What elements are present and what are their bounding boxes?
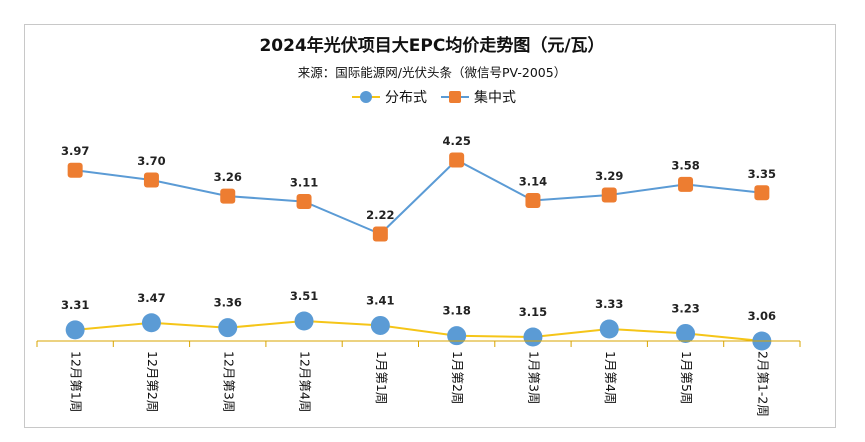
x-tick-label: 1月第1周 <box>374 351 389 404</box>
data-point <box>599 319 619 339</box>
data-point <box>141 313 161 333</box>
data-label: 3.11 <box>290 176 318 190</box>
data-label: 3.26 <box>214 170 242 184</box>
data-label: 3.23 <box>671 301 699 315</box>
x-tick-label: 12月第1周 <box>69 351 84 412</box>
data-label: 3.35 <box>748 167 776 181</box>
data-point <box>67 162 83 178</box>
legend-marker <box>360 91 372 103</box>
data-label: 3.70 <box>137 154 165 168</box>
legend-label: 分布式 <box>385 90 427 106</box>
data-point <box>525 192 541 208</box>
series-line <box>75 158 763 236</box>
data-label: 3.06 <box>748 309 776 323</box>
data-point <box>754 185 770 201</box>
chart-subtitle: 来源：国际能源网/光伏头条（微信号PV-2005） <box>298 65 566 80</box>
data-point <box>220 188 236 204</box>
x-tick-label: 1月第2周 <box>450 351 465 404</box>
data-label: 3.41 <box>366 293 394 307</box>
x-tick-label: 12月第2周 <box>145 351 160 412</box>
data-point <box>65 320 85 340</box>
chart-title: 2024年光伏项目大EPC均价走势图（元/瓦） <box>259 35 604 56</box>
data-label: 3.51 <box>290 289 318 303</box>
data-point <box>678 176 694 192</box>
legend: 分布式 集中式 <box>352 89 516 106</box>
legend-label: 集中式 <box>474 89 516 106</box>
x-tick-label: 1月第5周 <box>679 351 694 404</box>
data-point <box>370 315 390 335</box>
data-point <box>143 172 159 188</box>
data-label: 3.29 <box>595 169 623 183</box>
data-point <box>449 152 465 168</box>
data-label: 3.47 <box>137 291 165 305</box>
data-label: 3.15 <box>519 305 547 319</box>
x-tick-label: 1月第4周 <box>603 351 618 404</box>
legend-item-centralized: 集中式 <box>441 89 516 106</box>
legend-item-distributed: 分布式 <box>352 90 427 106</box>
data-label: 2.22 <box>366 208 394 222</box>
data-label: 3.33 <box>595 297 623 311</box>
data-point <box>296 194 312 210</box>
x-tick-label: 12月第4周 <box>298 351 313 412</box>
series-centralized: 3.97 3.70 3.26 3.11 2.22 4.25 3.14 3.29 3.58 3.35 <box>61 134 776 242</box>
data-point <box>523 327 543 347</box>
data-point <box>294 311 314 331</box>
x-axis: 12月第1周 12月第2周 12月第3周 12月第4周 1月第1周 1月第2周 1月第3周 1… <box>36 340 801 417</box>
data-point <box>601 187 617 203</box>
data-label: 3.18 <box>442 304 470 318</box>
series-distributed: 3.31 3.47 3.36 3.51 3.41 3.18 3.15 3.33 3.23 3.06 <box>61 289 776 351</box>
data-point <box>447 326 467 346</box>
data-point <box>218 318 238 338</box>
data-point <box>676 323 696 343</box>
data-label: 3.31 <box>61 298 89 312</box>
data-label: 3.58 <box>671 158 699 172</box>
series-layer: 3.31 3.47 3.36 3.51 3.41 3.18 3.15 3.33 3.23 3.06… <box>61 134 776 351</box>
data-label: 3.36 <box>214 296 242 310</box>
data-label: 3.14 <box>519 174 547 188</box>
x-tick-label: 12月第3周 <box>221 351 236 412</box>
data-label: 4.25 <box>442 134 470 148</box>
x-tick-label: 2月第1-2周 <box>755 351 770 417</box>
data-point <box>372 226 388 242</box>
chart-frame <box>24 24 836 428</box>
series-line <box>75 319 762 342</box>
x-tick-label: 1月第3周 <box>526 351 541 404</box>
legend-marker <box>449 91 461 103</box>
data-label: 3.97 <box>61 144 89 158</box>
